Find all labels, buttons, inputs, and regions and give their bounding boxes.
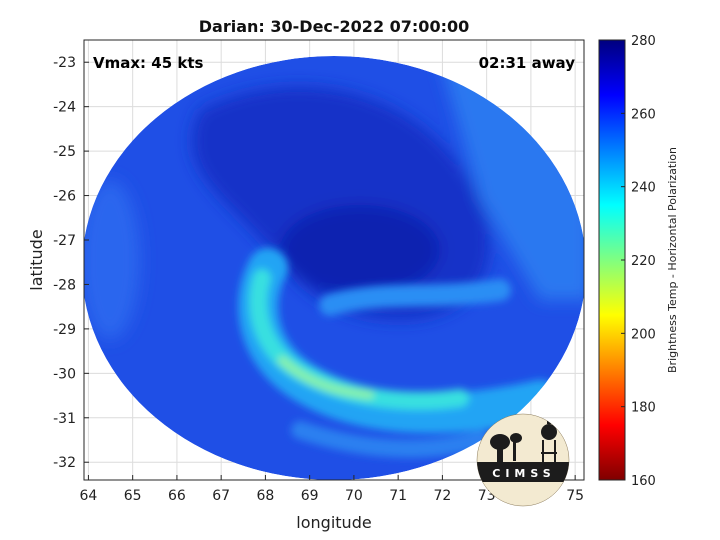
y-tick-label: -32 [53,455,76,471]
chart-title: Darian: 30-Dec-2022 07:00:00 [199,17,469,36]
y-tick-label: -27 [53,233,76,249]
swath-right-edge [440,60,584,300]
colorbar-tick-label: 180 [631,401,656,416]
band-upper-fragment [319,279,511,316]
logo-text: CIMSS [492,467,555,480]
x-tick-label: 64 [80,488,98,504]
swath-eye-dark [280,205,440,295]
colorbar-label: Brightness Temp - Horizontal Polarizatio… [666,147,679,373]
vmax-annotation: Vmax: 45 kts [93,54,203,72]
x-tick-label: 68 [257,488,275,504]
cimss-logo: CIMSS [476,413,570,507]
x-axis-label: longitude [296,513,371,532]
x-tick-label: 72 [433,488,451,504]
colorbar-tick-label: 280 [631,34,656,49]
y-tick-label: -28 [53,277,76,293]
swath-left-rim [84,180,140,340]
colorbar-tick-label: 200 [631,327,656,342]
band-lower-fragment [291,421,489,458]
y-tick-label: -24 [53,100,76,116]
x-tick-label: 69 [301,488,319,504]
logo-ground [477,462,569,482]
plot-area: 646566676869707172737475 -23-24-25-26-27… [53,39,585,507]
spiral-band-core [278,356,374,399]
x-tick-label: 66 [168,488,186,504]
y-ticks: -23 -24 -25 -26 -27 -28 -29 -30 -31 -32 [53,55,89,471]
colorbar-ramp [598,39,626,481]
colorbar-tick-label: 260 [631,107,656,122]
x-tick-label: 75 [566,488,584,504]
satellite-dish-icon [490,433,522,464]
y-tick-label: -25 [53,144,76,160]
colorbar-ticks: 160 180 200 220 240 260 280 [621,34,656,489]
brightness-temp-swath [84,56,584,480]
y-tick-label: -23 [53,55,76,71]
y-axis-label: latitude [27,229,46,290]
plot-frame [83,39,585,481]
colorbar-tick-label: 220 [631,254,656,269]
colorbar: 160 180 200 220 240 260 280 Brightness Temp - … [598,34,679,489]
x-tick-label: 70 [345,488,363,504]
colorbar-tick-label: 240 [631,181,656,196]
x-tick-label: 67 [212,488,230,504]
y-tick-label: -31 [53,411,76,427]
x-tick-label: 71 [389,488,407,504]
x-tick-label: 65 [124,488,142,504]
x-ticks: 646566676869707172737475 [80,475,584,504]
y-tick-label: -26 [53,189,76,205]
colorbar-tick-label: 160 [631,474,656,489]
y-tick-label: -30 [53,366,76,382]
y-tick-label: -29 [53,322,76,338]
time-away-annotation: 02:31 away [479,54,576,72]
